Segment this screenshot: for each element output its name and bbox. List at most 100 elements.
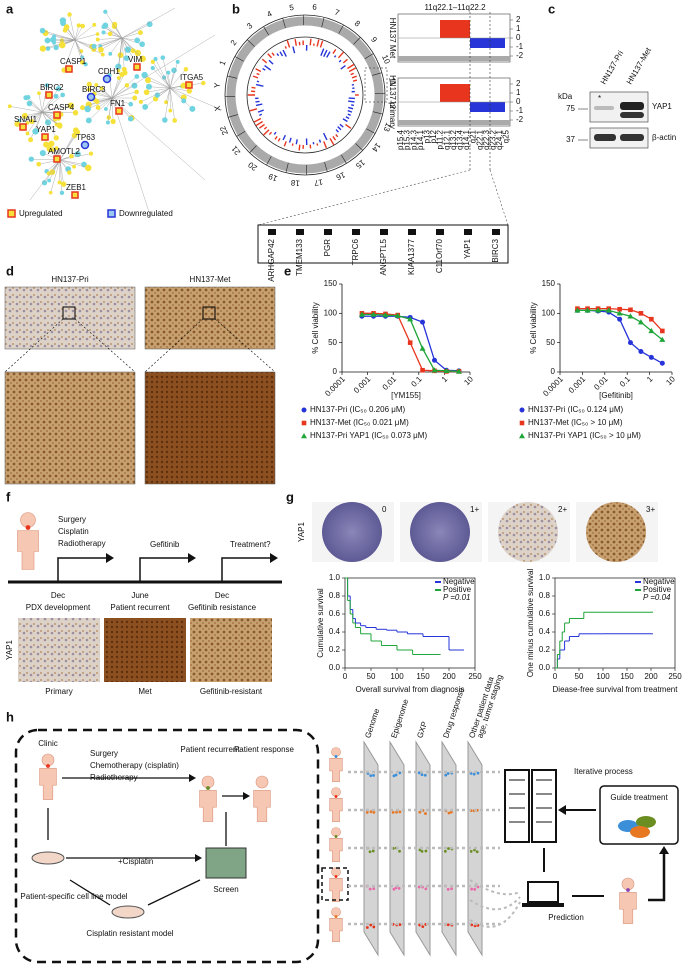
node (137, 30, 143, 36)
cnv-spike (251, 86, 256, 89)
node (116, 76, 121, 80)
gene-label: AMOTL2 (48, 147, 81, 156)
edge (29, 159, 61, 201)
cnv-spike (286, 40, 291, 48)
data-dot (369, 810, 373, 814)
edge (101, 88, 113, 99)
screen-label: Screen (213, 885, 238, 894)
cnv-spike (291, 143, 294, 146)
cnv-spike (253, 117, 262, 123)
gene-node (80, 140, 90, 150)
edge (17, 111, 43, 125)
y-tick-label: 150 (324, 279, 338, 288)
edge (74, 25, 83, 41)
node (50, 36, 57, 43)
y-tick-label: 150 (542, 279, 556, 288)
ring-divider (228, 114, 238, 118)
legend-label: Upregulated (19, 209, 63, 218)
node (37, 91, 41, 96)
point (419, 345, 426, 351)
node (104, 107, 108, 111)
edge (111, 97, 206, 181)
y-tick-label: 0 (551, 367, 556, 376)
band-label: q14.1 (462, 129, 471, 150)
node (74, 150, 81, 158)
edge (35, 111, 43, 132)
node (150, 59, 155, 65)
edge (169, 87, 223, 111)
data-dot (398, 923, 402, 927)
band-label: q24.1 (495, 129, 504, 150)
arrow (57, 557, 108, 582)
node (186, 88, 193, 94)
cnv-spike (335, 133, 339, 138)
gene-glyph (380, 229, 388, 235)
gene-label: ITGA5 (180, 73, 204, 82)
edge (41, 85, 48, 113)
x-tick-label: 50 (575, 672, 584, 681)
gene-glyph (492, 229, 500, 235)
data-dot (394, 773, 398, 777)
edge (41, 88, 59, 113)
chromosome-label: 6 (312, 2, 318, 11)
gene-label: ANGPTL5 (379, 238, 388, 275)
node (67, 102, 75, 109)
node (59, 190, 65, 195)
gene-node (53, 111, 61, 119)
gene-label: YAP1 (36, 125, 56, 134)
tma-core (322, 502, 382, 562)
gene-glyph (324, 229, 332, 235)
y-tick-label: 0.6 (329, 609, 341, 618)
node (23, 95, 29, 101)
node (26, 100, 33, 107)
x-tick-label: 250 (668, 672, 682, 681)
edge (9, 106, 43, 113)
node (80, 105, 85, 111)
data-dot (369, 774, 373, 778)
dashed-box (14, 728, 320, 964)
x-tick-label: 0.1 (618, 374, 633, 389)
node (48, 140, 55, 147)
node (85, 117, 92, 124)
legend-swatch (107, 209, 116, 218)
node (172, 118, 178, 123)
point (420, 319, 426, 325)
tumor (25, 525, 31, 530)
node (28, 156, 34, 162)
x-tick-label: 150 (416, 672, 430, 681)
plot-frame (344, 577, 476, 669)
edge (146, 87, 171, 93)
node (166, 70, 171, 75)
ring-divider (263, 26, 269, 36)
point (382, 312, 389, 318)
panel-letter: h (6, 709, 14, 724)
chromosome-label: 11 (387, 77, 397, 87)
edge (147, 80, 171, 89)
data-dot (443, 849, 447, 853)
gene-label: ARHGAP42 (267, 238, 276, 281)
gene-glyph (296, 229, 304, 235)
tma-core (410, 502, 470, 562)
layer-label: Epigenome (389, 697, 410, 739)
edge (63, 39, 76, 71)
data-dot (372, 773, 375, 777)
point (637, 319, 644, 325)
node (53, 93, 59, 99)
sample-label: HN137-Pri (599, 49, 626, 86)
panel-letter: b (232, 1, 240, 16)
arrowhead (243, 792, 250, 800)
gene-box (257, 224, 509, 264)
edge (148, 86, 171, 89)
cnv-spike (347, 113, 351, 116)
band (620, 112, 644, 118)
ring-divider (324, 162, 328, 172)
point (407, 316, 414, 322)
track-label: HN137 Met (388, 18, 397, 59)
x-tick-label: 10 (462, 374, 475, 387)
ring-divider (247, 39, 255, 47)
zoom-line (4, 318, 64, 373)
y-tick-label: 2 (516, 79, 521, 88)
inset-box (202, 306, 216, 320)
node (162, 117, 168, 123)
node (88, 151, 94, 156)
